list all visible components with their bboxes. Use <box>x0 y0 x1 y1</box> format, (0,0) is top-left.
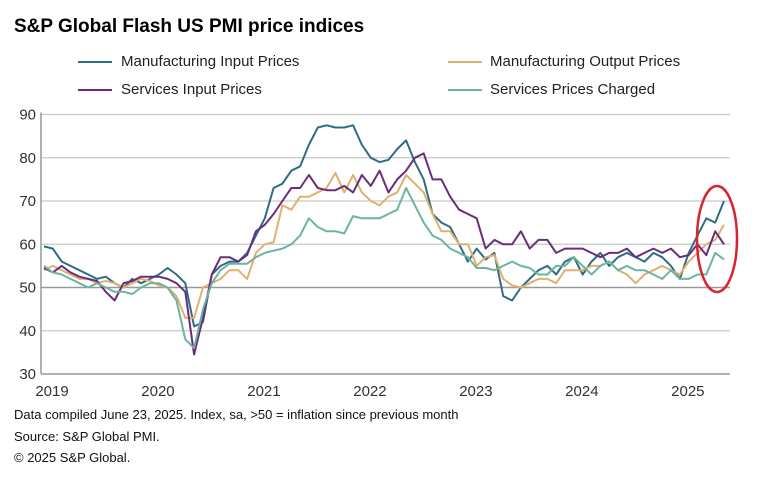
highlight-ellipse <box>695 184 739 294</box>
legend-swatch-manufacturing-output <box>448 61 482 63</box>
y-tick-label: 90 <box>19 107 36 124</box>
x-tick-label: 2021 <box>247 383 280 400</box>
series-line-manufacturing-input-prices <box>43 124 725 328</box>
series-line-services-input-prices <box>43 152 725 356</box>
chart-title: S&P Global Flash US PMI price indices <box>14 16 365 37</box>
y-tick-label: 30 <box>19 366 36 383</box>
x-tick-label: 2024 <box>565 383 598 400</box>
legend-label-services-charged: Services Prices Charged <box>490 81 656 98</box>
legend-swatch-services-input <box>78 89 112 91</box>
y-tick-label: 60 <box>19 236 36 253</box>
series-line-services-prices-charged <box>43 187 725 350</box>
y-tick-label: 40 <box>19 323 36 340</box>
y-tick-label: 50 <box>19 280 36 297</box>
x-tick-label: 2019 <box>35 383 68 400</box>
footer-source: Source: S&P Global PMI. <box>14 429 160 444</box>
y-tick-label: 80 <box>19 150 36 167</box>
footer-copyright: © 2025 S&P Global. <box>14 450 131 465</box>
y-tick-label: 70 <box>19 193 36 210</box>
legend-label-manufacturing-output: Manufacturing Output Prices <box>490 53 681 70</box>
legend-swatch-manufacturing-input <box>78 61 112 63</box>
x-tick-label: 2022 <box>353 383 386 400</box>
x-tick-label: 2020 <box>141 383 174 400</box>
footer-note: Data compiled June 23, 2025. Index, sa, … <box>14 407 459 422</box>
x-tick-label: 2023 <box>459 383 492 400</box>
series-line-manufacturing-output-prices <box>43 171 725 319</box>
legend-swatch-services-charged <box>448 89 482 91</box>
legend-label-manufacturing-input: Manufacturing Input Prices <box>121 53 300 70</box>
x-tick-label: 2025 <box>671 383 704 400</box>
legend-label-services-input: Services Input Prices <box>121 81 262 98</box>
